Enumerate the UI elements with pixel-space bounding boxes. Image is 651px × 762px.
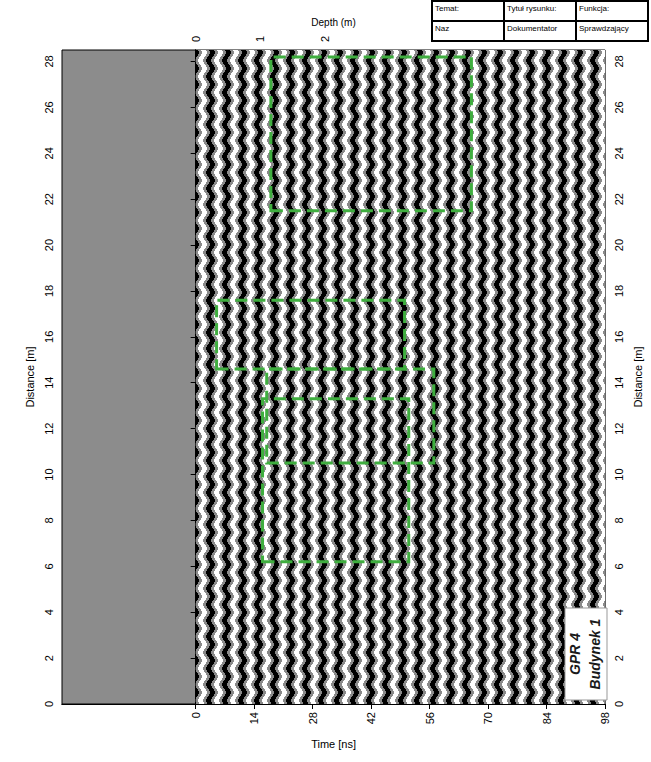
svg-text:8: 8 (613, 517, 625, 523)
svg-text:0: 0 (43, 701, 55, 707)
svg-text:Time [ns]: Time [ns] (311, 738, 356, 750)
svg-text:70: 70 (482, 712, 494, 724)
svg-text:22: 22 (613, 193, 625, 205)
svg-text:0: 0 (190, 712, 202, 718)
svg-text:2: 2 (613, 655, 625, 661)
svg-text:0: 0 (190, 36, 202, 42)
svg-text:14: 14 (248, 712, 260, 724)
svg-text:24: 24 (43, 147, 55, 159)
svg-text:2: 2 (319, 36, 331, 42)
html-text:Tytuł rysunku:: Tytuł rysunku: (507, 4, 557, 13)
svg-text:16: 16 (613, 331, 625, 343)
svg-text:84: 84 (541, 712, 553, 724)
svg-text:4: 4 (43, 609, 55, 615)
svg-text:26: 26 (43, 101, 55, 113)
svg-text:28: 28 (613, 55, 625, 67)
html-text:Temat:: Temat: (435, 4, 459, 13)
svg-text:20: 20 (613, 239, 625, 251)
svg-text:26: 26 (613, 101, 625, 113)
svg-text:28: 28 (307, 712, 319, 724)
svg-text:6: 6 (613, 563, 625, 569)
svg-text:16: 16 (43, 331, 55, 343)
svg-text:24: 24 (613, 147, 625, 159)
svg-text:10: 10 (613, 468, 625, 480)
svg-text:18: 18 (613, 285, 625, 297)
svg-text:10: 10 (43, 468, 55, 480)
svg-text:20: 20 (43, 239, 55, 251)
svg-text:18: 18 (43, 285, 55, 297)
svg-text:1: 1 (254, 36, 266, 42)
svg-text:Depth (m): Depth (m) (311, 17, 355, 28)
svg-text:Distance [m]: Distance [m] (24, 346, 36, 407)
html-text:Dokumentator: Dokumentator (507, 24, 558, 33)
html-text:Sprawdzający: Sprawdzający (579, 24, 629, 33)
svg-text:12: 12 (613, 423, 625, 435)
svg-text:56: 56 (424, 712, 436, 724)
svg-text:2: 2 (43, 655, 55, 661)
svg-text:42: 42 (365, 712, 377, 724)
svg-text:Distance [m]: Distance [m] (632, 346, 644, 407)
svg-text:28: 28 (43, 55, 55, 67)
svg-text:4: 4 (613, 609, 625, 615)
svg-text:22: 22 (43, 193, 55, 205)
svg-text:98: 98 (599, 712, 611, 724)
html-text:Funkcja:: Funkcja: (579, 4, 610, 13)
svg-text:14: 14 (613, 377, 625, 389)
html-text:Naz: Naz (435, 24, 450, 33)
svg-text:0: 0 (613, 701, 625, 707)
svg-text:8: 8 (43, 517, 55, 523)
svg-text:Budynek 1: Budynek 1 (587, 618, 603, 689)
svg-text:12: 12 (43, 423, 55, 435)
svg-text:6: 6 (43, 563, 55, 569)
svg-text:GPR 4: GPR 4 (567, 633, 583, 675)
svg-text:14: 14 (43, 377, 55, 389)
